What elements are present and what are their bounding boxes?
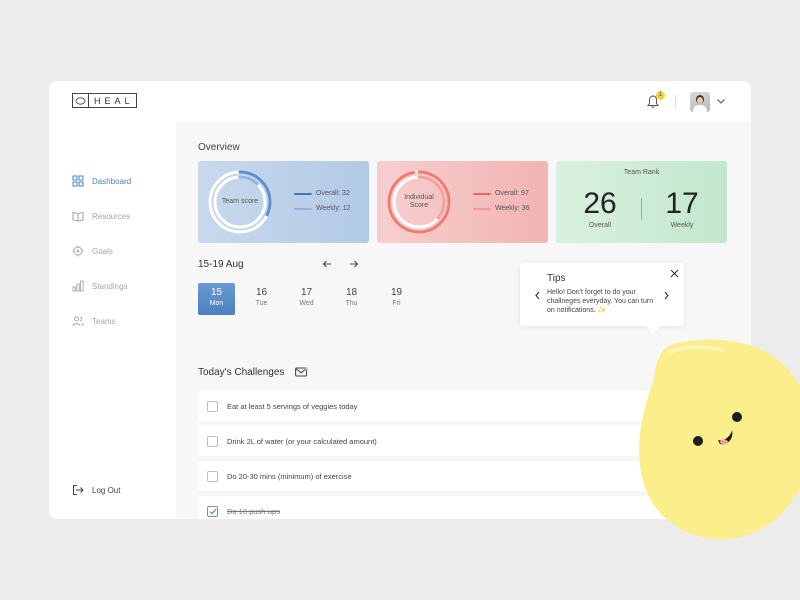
rank-weekly-label: Weekly [670, 222, 694, 229]
day-number: 17 [300, 287, 313, 298]
day-name: Tue [255, 300, 268, 307]
sidebar-item-label: Teams [92, 316, 116, 326]
arrow-left-icon [322, 260, 331, 268]
team-rank-title: Team Rank [623, 169, 660, 176]
arrow-right-icon [350, 260, 359, 268]
lemon-logo-icon [73, 94, 89, 107]
team-overall-legend: Overall: 32 [294, 190, 350, 197]
next-week-button[interactable] [346, 256, 362, 272]
users-icon [72, 316, 84, 327]
sidebar-item-standings[interactable]: Standings [72, 278, 128, 294]
avatar-body [693, 105, 707, 112]
bell-icon[interactable] [646, 94, 660, 109]
individual-label-line1: Individual [404, 194, 434, 201]
book-icon [72, 211, 84, 222]
bar-chart-icon [72, 280, 84, 292]
challenge-checkbox-checked[interactable] [207, 505, 218, 517]
day-number: 15 [210, 287, 223, 298]
day-mon[interactable]: 15 Mon [198, 283, 235, 315]
avatar-face [697, 97, 703, 104]
close-icon[interactable] [670, 269, 679, 278]
individual-score-card[interactable]: Individual Score Overall: 97 Weekly: 36 [377, 161, 548, 243]
mail-icon[interactable] [295, 367, 308, 377]
individual-score-ring [387, 170, 451, 234]
logo[interactable]: HEAL [72, 93, 137, 108]
day-tue[interactable]: 16 Tue [243, 283, 280, 315]
top-bar: HEAL 1 [49, 81, 751, 121]
day-thu[interactable]: 18 Thu [333, 283, 370, 315]
checkmark-icon [209, 508, 216, 514]
individual-overall-value: Overall: 97 [495, 190, 529, 197]
sidebar-item-resources[interactable]: Resources [72, 208, 130, 224]
logout-button[interactable]: Log Out [72, 482, 120, 498]
sidebar-item-goals[interactable]: Goals [72, 243, 113, 259]
day-number: 19 [390, 287, 403, 298]
individual-label-line2: Score [409, 202, 429, 209]
tips-popover: Tips Hello! Don't forget to do your chal… [520, 263, 684, 326]
challenge-row[interactable]: Do 10 push-ups [198, 496, 718, 519]
avatar[interactable] [690, 92, 710, 112]
logout-label: Log Out [92, 485, 121, 495]
lemon-mascot [639, 339, 800, 540]
team-weekly-legend: Weekly: 12 [294, 205, 351, 212]
sidebar-item-label: Standings [92, 281, 128, 291]
challenge-checkbox[interactable] [207, 435, 218, 447]
day-number: 18 [345, 287, 358, 298]
chevron-down-icon[interactable] [716, 97, 726, 105]
day-number: 16 [255, 287, 268, 298]
page-title: Overview [198, 142, 240, 153]
day-fri[interactable]: 19 Fri [378, 283, 415, 315]
tips-title: Tips [547, 273, 566, 284]
individual-score-label: Individual Score [385, 168, 453, 236]
day-name: Fri [392, 300, 401, 307]
challenge-text: Do 10 push-ups [227, 506, 280, 516]
challenges-title: Today's Challenges [198, 367, 285, 378]
logout-icon [73, 485, 84, 495]
team-weekly-value: Weekly: 12 [316, 205, 351, 212]
challenge-row[interactable]: Eat at least 5 servings of veggies today [198, 391, 718, 421]
individual-weekly-value: Weekly: 36 [495, 205, 530, 212]
chevron-right-icon[interactable] [663, 291, 670, 300]
tips-body: Hello! Don't forget to do your challnege… [547, 289, 654, 314]
challenge-checkbox[interactable] [207, 470, 218, 482]
sidebar: Dashboard Resources Goals Standings [49, 121, 176, 519]
brand-name: HEAL [94, 95, 134, 106]
individual-weekly-legend: Weekly: 36 [473, 205, 530, 212]
day-name: Wed [299, 300, 314, 307]
team-score-ring [208, 170, 272, 234]
sidebar-item-label: Goals [92, 246, 113, 256]
rank-overall-value: 26 [583, 187, 617, 220]
rank-weekly-value: 17 [665, 187, 699, 220]
team-overall-value: Overall: 32 [316, 190, 350, 197]
team-score-label: Team score [221, 198, 259, 205]
team-score-card[interactable]: Team score Overall: 32 Weekly: 12 [198, 161, 369, 243]
challenge-text: Do 20-30 mins (minimum) of exercise [227, 471, 352, 481]
sidebar-item-dashboard[interactable]: Dashboard [72, 173, 131, 189]
chevron-left-icon[interactable] [534, 291, 541, 300]
sidebar-item-label: Dashboard [92, 176, 132, 186]
day-name: Mon [209, 300, 224, 307]
challenge-checkbox[interactable] [207, 400, 218, 412]
challenge-text: Drink 2L of water (or your calculated am… [227, 436, 377, 446]
rank-overall-label: Overall [588, 222, 612, 229]
sidebar-item-teams[interactable]: Teams [72, 313, 116, 329]
rank-divider [641, 198, 642, 220]
individual-overall-legend: Overall: 97 [473, 190, 529, 197]
target-icon [72, 245, 84, 257]
challenge-text: Eat at least 5 servings of veggies today [227, 401, 358, 411]
notification-badge: 1 [656, 91, 665, 100]
challenge-row[interactable]: Do 20-30 mins (minimum) of exercise [198, 461, 718, 491]
day-wed[interactable]: 17 Wed [288, 283, 325, 315]
header-divider [675, 95, 676, 109]
challenge-row[interactable]: Drink 2L of water (or your calculated am… [198, 426, 718, 456]
team-rank-card[interactable]: Team Rank 26 Overall 17 Weekly [556, 161, 727, 243]
week-range-label: 15-19 Aug [198, 259, 244, 270]
sidebar-item-label: Resources [92, 211, 131, 221]
day-name: Thu [345, 300, 358, 307]
grid-icon [72, 175, 84, 187]
prev-week-button[interactable] [319, 256, 335, 272]
